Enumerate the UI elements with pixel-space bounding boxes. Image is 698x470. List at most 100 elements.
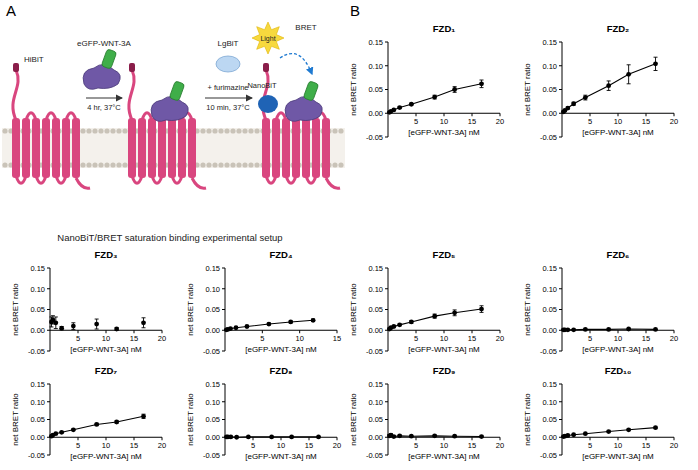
egfp (303, 81, 319, 101)
x-tick (134, 330, 135, 333)
y-tick (385, 137, 388, 138)
x-tick (162, 330, 163, 333)
point (397, 433, 402, 438)
error-bar-cap (71, 322, 75, 323)
lipid-head (200, 162, 205, 167)
lipid-head (212, 128, 217, 133)
x-tick (281, 437, 282, 440)
helix (188, 118, 196, 178)
y-tick-label: 0.10 (205, 398, 220, 407)
lipid-head (332, 162, 337, 167)
point (571, 432, 576, 437)
error-bar (71, 323, 75, 330)
chart-title: FZD₁₀ (605, 365, 632, 376)
fit-line (563, 428, 655, 437)
point (59, 430, 64, 435)
y-tick-label: 0.15 (205, 380, 220, 389)
y-tick-label: 0.10 (542, 285, 557, 294)
y-tick-label: 0.05 (542, 305, 557, 314)
y-tick (222, 309, 225, 310)
error-bar-cap (627, 83, 631, 84)
x-tick (299, 330, 300, 333)
y-tick-label: 0.00 (542, 326, 557, 335)
point (626, 327, 631, 332)
ligand-icon (83, 49, 120, 90)
y-tick-label: 0.05 (30, 415, 45, 424)
x-tick-label: 10 (614, 117, 622, 126)
helix (302, 118, 310, 178)
y-tick-label: 0.10 (30, 398, 45, 407)
y-tick (222, 268, 225, 269)
point (432, 433, 437, 438)
x-tick (590, 437, 591, 440)
bret-arrow (280, 54, 312, 74)
point (432, 95, 437, 100)
point (245, 324, 250, 329)
lipid-head (92, 162, 97, 167)
point (565, 327, 570, 332)
error-bar (433, 95, 437, 99)
diagram: HiBiTeGFP-WNT-3A4 hr, 37°CLgBiT+ furimaz… (2, 22, 345, 243)
lipid-head (338, 128, 343, 133)
x-tick (674, 437, 675, 440)
lipid-head (206, 128, 211, 133)
arrow (205, 97, 252, 98)
x-tick-label: 15 (642, 334, 650, 343)
error-bar (60, 327, 64, 330)
y-tick (559, 455, 562, 456)
y-tick-label: -0.05 (540, 451, 557, 460)
x-tick-label: 15 (130, 334, 138, 343)
error-bar-cap (51, 315, 55, 316)
panel-label: B (350, 2, 360, 19)
x-axis-label: [eGFP-WNT-3A] nM (70, 345, 142, 354)
error-bar (572, 102, 576, 105)
x-axis-label: [eGFP-WNT-3A] nM (408, 452, 480, 461)
y-tick-label: 0.05 (368, 305, 383, 314)
lipid-head (92, 128, 97, 133)
y-tick (47, 401, 50, 402)
point (71, 427, 76, 432)
y-tick (47, 309, 50, 310)
point (479, 307, 484, 312)
lipid-head (218, 128, 223, 133)
x-axis-label: [eGFP-WNT-3A] nM (408, 345, 480, 354)
y-tick (222, 401, 225, 402)
error-bar-cap (627, 64, 631, 65)
error-bar (142, 318, 146, 328)
receptor (128, 63, 206, 188)
x-tick-label: 20 (670, 441, 678, 450)
x-axis (225, 330, 337, 331)
x-tick (253, 437, 254, 440)
helix (262, 118, 270, 178)
lipid-head (254, 128, 259, 133)
error-bar (654, 57, 658, 70)
y-tick (47, 330, 50, 331)
y-axis-label: net BRET ratio (11, 393, 20, 446)
y-tick (222, 351, 225, 352)
lipid-head (86, 128, 91, 133)
y-tick-label: 0.05 (368, 85, 383, 94)
y-tick-label: 0.15 (30, 380, 45, 389)
fit-line (389, 309, 481, 329)
n-terminus (13, 70, 18, 120)
lipid-head (80, 162, 85, 167)
error-bar-cap (480, 312, 484, 313)
lipid-head (206, 162, 211, 167)
y-axis-label: net BRET ratio (186, 283, 195, 336)
x-tick-label: 20 (496, 334, 504, 343)
y-tick-label: 0.15 (542, 264, 557, 273)
chart-title: FZD₅ (433, 249, 456, 260)
y-tick-label: -0.05 (366, 451, 383, 460)
x-tick (500, 437, 501, 440)
point (141, 320, 146, 325)
y-tick (222, 384, 225, 385)
ligand-icon (285, 81, 322, 122)
x-tick (674, 113, 675, 116)
error-bar (480, 306, 484, 313)
point (565, 433, 570, 438)
x-tick (134, 437, 135, 440)
error-bar-cap (607, 90, 611, 91)
y-tick (222, 419, 225, 420)
panel-label: A (6, 2, 16, 19)
point (228, 434, 233, 439)
